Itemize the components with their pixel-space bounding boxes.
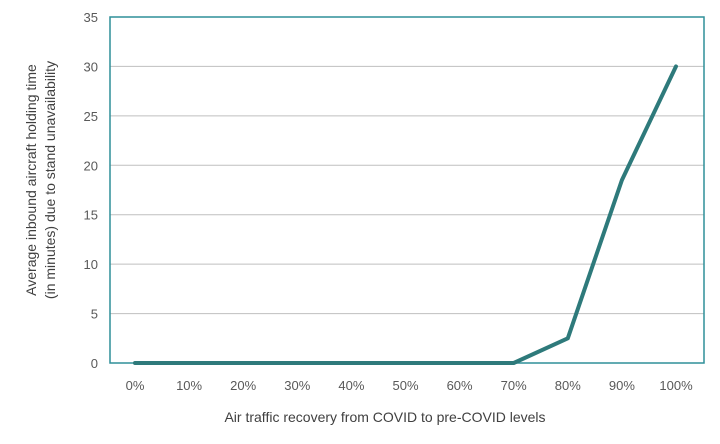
y-tick-label: 20 xyxy=(84,158,98,173)
x-tick-label: 60% xyxy=(447,378,473,393)
y-tick-label: 35 xyxy=(84,10,98,25)
y-tick-label: 25 xyxy=(84,109,98,124)
y-axis-title-line-1: Average inbound aircraft holding time xyxy=(23,64,39,296)
x-tick-label: 80% xyxy=(555,378,581,393)
y-tick-labels: 0 5 10 15 20 25 30 35 xyxy=(84,10,98,371)
gridlines xyxy=(110,65,704,315)
x-tick-labels: 0% 10% 20% 30% 40% 50% 60% 70% 80% 90% 100% xyxy=(126,378,693,393)
y-tick-label: 5 xyxy=(91,307,98,322)
y-tick-label: 15 xyxy=(84,208,98,223)
series-line xyxy=(133,64,678,365)
y-axis-title: Average inbound aircraft holding time (i… xyxy=(23,61,58,299)
y-tick-label: 0 xyxy=(91,356,98,371)
x-tick-label: 0% xyxy=(126,378,145,393)
plot-frame xyxy=(109,16,705,364)
x-tick-label: 40% xyxy=(338,378,364,393)
y-axis-title-line-2: (in minutes) due to stand unavailability xyxy=(42,61,58,299)
x-tick-label: 50% xyxy=(392,378,418,393)
x-tick-label: 10% xyxy=(176,378,202,393)
x-tick-label: 30% xyxy=(284,378,310,393)
y-tick-label: 30 xyxy=(84,59,98,74)
x-tick-label: 100% xyxy=(659,378,693,393)
x-tick-label: 90% xyxy=(609,378,635,393)
x-axis-title: Air traffic recovery from COVID to pre-C… xyxy=(224,409,545,425)
y-tick-label: 10 xyxy=(84,257,98,272)
x-tick-label: 70% xyxy=(501,378,527,393)
x-tick-label: 20% xyxy=(230,378,256,393)
